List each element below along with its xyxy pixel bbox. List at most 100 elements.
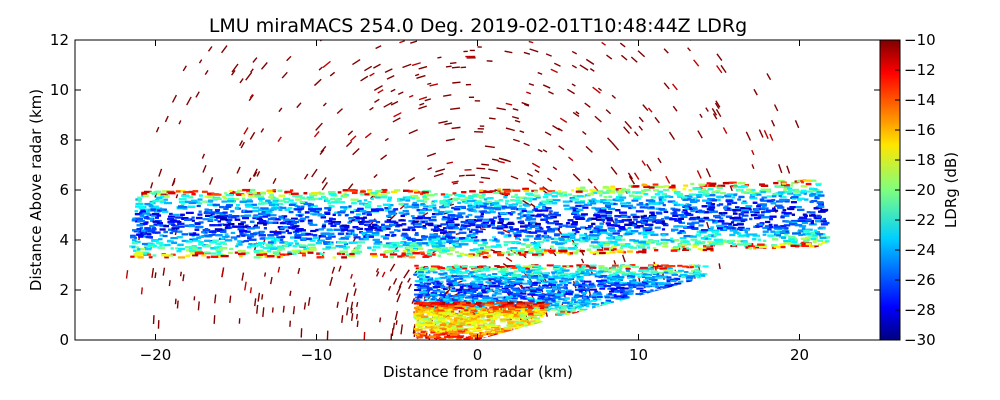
noise-dash [429,83,439,87]
cloud-cell [488,208,494,211]
noise-dash [526,91,532,95]
cloud-cell [642,248,647,251]
cloud-cell [213,197,221,200]
cloud-cell [641,189,646,192]
cloud-cell [566,222,570,225]
cloud-cell [411,203,419,206]
noise-dash [697,130,703,139]
cloud-cell [380,235,387,238]
cloud-cell [278,194,286,197]
cloud-cell [779,195,787,199]
cloud-cell [130,255,135,258]
cloud-cell [281,215,288,218]
cloud-cell [497,253,504,257]
cloud-cell [214,246,220,249]
noise-dash [552,166,558,171]
noise-dash [582,130,587,135]
cloud-cell [563,204,570,207]
cloud-cell [348,241,353,244]
cloud-cell [544,234,548,238]
cloud-cell [324,220,328,223]
cloud-cell [159,200,167,204]
noise-dash [729,185,733,192]
noise-dash [277,136,282,143]
cloud-cell [362,220,371,223]
cloud-cell [564,251,572,255]
cloud-cell [662,245,669,248]
cloud-cell [154,190,162,193]
cloud-cell [695,217,704,221]
cloud-cell [381,188,388,192]
cloud-cell [357,220,366,224]
cloud-cell [525,218,531,221]
cloud-cell [550,245,554,248]
cloud-cell [482,251,488,255]
cloud-cell [585,219,590,222]
cloud-cell [193,233,200,236]
cloud-cell [710,249,714,252]
cloud-cell [595,215,602,219]
cloud-cell [328,204,333,208]
noise-dash [597,87,602,92]
cloud-cell [367,225,375,228]
cloud-cell [763,210,771,213]
cloud-cell [326,219,333,223]
cloud-cell [249,195,258,198]
cloud-cell [153,223,158,226]
cloud-cell [772,207,776,210]
cloud-cell [501,224,508,227]
cloud-cell [235,245,239,248]
noise-dash [386,74,395,80]
cloud-cell [677,231,682,235]
cloud-cell [514,193,518,197]
noise-dash [403,269,410,279]
cloud-cell [262,247,270,250]
cloud-cell [217,255,223,259]
cloud-cell [599,231,608,234]
cloud-cell [216,251,222,254]
cloud-cell [683,198,692,201]
noise-dash [628,175,636,185]
cloud-cell [447,219,453,222]
noise-dash [331,266,336,274]
cloud-cell [815,233,824,236]
cloud-cell [334,222,340,225]
cloud-cell [285,229,289,232]
cloud-cell [540,230,548,233]
noise-dash [311,168,318,178]
cloud-cell [341,224,348,227]
cloud-cell [435,242,442,245]
cloud-cell [762,226,770,230]
noise-dash [384,137,389,142]
cloud-cell [700,237,706,240]
cloud-cell [765,220,771,224]
cloud-cell [593,238,598,241]
cloud-cell [761,203,767,206]
cloud-cell [243,239,250,243]
cloud-cell [654,202,661,205]
cloud-cell [130,236,135,239]
cloud-cell [707,234,716,237]
cloud-cell [187,205,196,208]
cloud-cell [731,185,738,188]
cloud-cell [237,240,242,243]
cloud-cell [131,242,139,245]
cloud-cell [428,205,434,208]
cloud-cell [505,199,510,203]
cloud-cell [259,233,264,236]
cloud-cell [375,208,384,211]
cloud-cell [517,213,522,216]
cloud-cell [458,237,463,240]
cloud-cell [519,253,527,256]
cloud-cell [708,194,716,197]
cloud-cell [736,243,744,246]
cloud-cell [558,225,563,229]
cloud-cell [731,201,738,204]
cloud-cell [302,197,308,200]
cloud-cell [782,214,790,217]
noise-dash [392,322,396,330]
noise-dash [396,293,401,303]
cloud-cell [413,191,421,194]
cloud-cell [478,249,487,252]
cloud-cell [261,237,270,240]
